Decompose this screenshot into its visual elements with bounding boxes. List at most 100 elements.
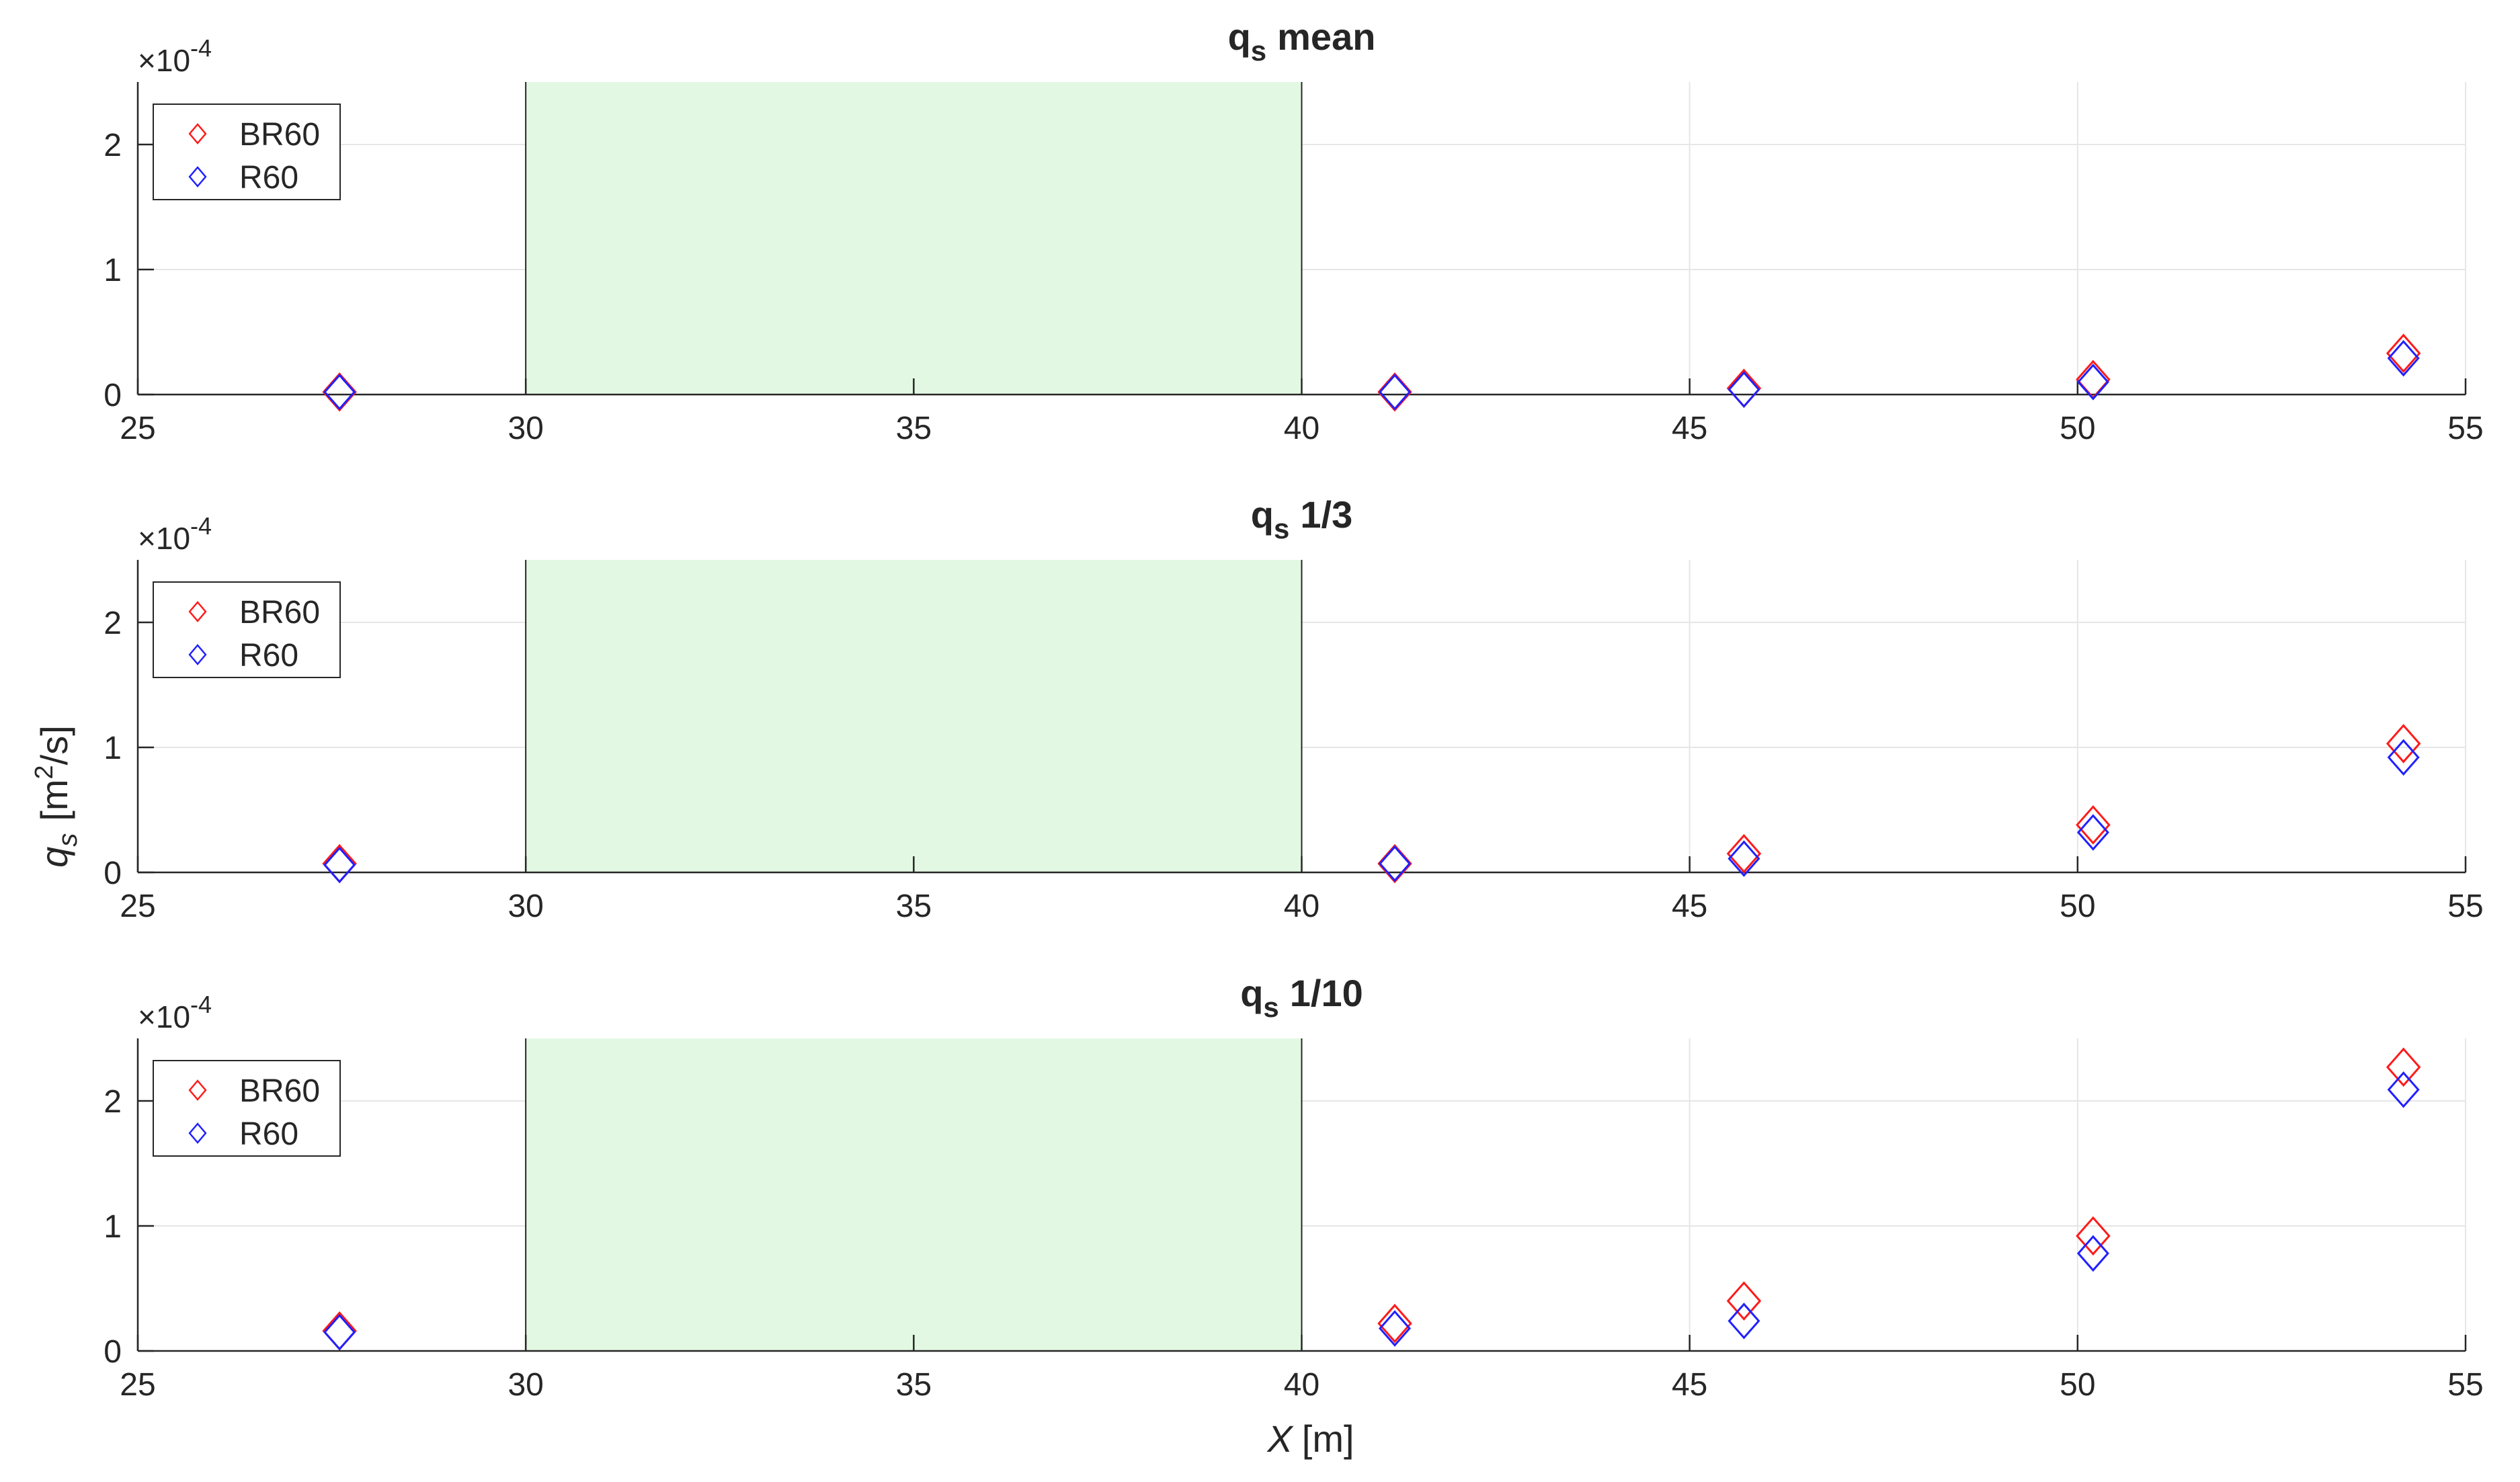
x-tick-label: 35	[896, 411, 932, 446]
x-tick-label: 35	[896, 889, 932, 924]
x-tick-label: 25	[120, 889, 155, 924]
panel-title-symbol: q	[1251, 493, 1274, 536]
data-point-R60	[323, 1313, 356, 1351]
data-point-R60	[1728, 1303, 1760, 1340]
x-axis-label-symbol: X	[1266, 1417, 1294, 1460]
x-tick-label: 45	[1672, 411, 1707, 446]
panel-title-symbol: q	[1228, 15, 1251, 58]
x-tick-label: 30	[507, 889, 543, 924]
data-point-R60	[323, 846, 356, 884]
y-axis-label-unit-open: [m	[33, 779, 75, 821]
plot-panel-1: 25 30 35 40 45 50 55 0 1 2 ×10-4 qs mean BR60 R60	[104, 15, 2483, 446]
x-tick-label: 30	[507, 411, 543, 446]
data-point-R60	[1728, 371, 1760, 408]
y-exponent-power: -4	[190, 991, 212, 1018]
data-point-BR60	[2386, 1047, 2421, 1087]
data-point-R60	[323, 374, 356, 411]
x-tick-label: 55	[2447, 889, 2483, 924]
legend-label-BR60: BR60	[239, 117, 320, 153]
y-axis-label-unit-close: /s]	[33, 725, 75, 765]
panel-title-subscript: s	[1274, 513, 1289, 544]
legend-marker-BR60	[188, 123, 207, 145]
plot-panel-3: 25 30 35 40 45 50 55 0 1 2 ×10-4 qs 1/10 BR60 R60	[104, 972, 2483, 1403]
y-tick-label: 1	[104, 731, 122, 766]
x-tick-label: 55	[2447, 1367, 2483, 1403]
y-axis-label-subscript: s	[53, 833, 83, 847]
data-point-R60	[2076, 814, 2109, 851]
legend-box	[153, 1060, 341, 1157]
legend-marker-R60	[188, 1122, 207, 1144]
y-tick-label: 0	[104, 378, 122, 413]
data-point-R60	[1379, 374, 1412, 411]
data-point-BR60	[1726, 1281, 1762, 1321]
x-tick-label: 30	[507, 1367, 543, 1403]
y-exponent-power: -4	[190, 512, 212, 540]
data-point-BR60	[1377, 1303, 1412, 1344]
data-point-BR60	[1377, 372, 1412, 412]
data-point-R60	[2076, 364, 2109, 401]
legend-label-BR60: BR60	[239, 595, 320, 630]
y-tick-label: 1	[104, 253, 122, 288]
y-tick-label: 2	[104, 606, 122, 641]
data-point-BR60	[322, 372, 357, 412]
data-point-BR60	[2386, 724, 2421, 764]
data-point-BR60	[1377, 843, 1412, 884]
data-point-R60	[1379, 845, 1412, 882]
y-tick-label: 1	[104, 1209, 122, 1245]
data-point-R60	[2076, 1235, 2109, 1272]
data-point-BR60	[322, 843, 357, 884]
data-point-BR60	[1726, 368, 1762, 408]
y-tick-label: 0	[104, 1334, 122, 1370]
x-tick-label: 45	[1672, 1367, 1707, 1403]
x-tick-label: 25	[120, 1367, 155, 1403]
data-point-R60	[2387, 339, 2420, 377]
y-axis-label-symbol: q	[33, 847, 75, 868]
legend-label-R60: R60	[239, 160, 298, 196]
x-tick-label: 55	[2447, 411, 2483, 446]
y-tick-label: 2	[104, 128, 122, 163]
panel-title: qs 1/10	[1240, 972, 1363, 1023]
panel-title: qs 1/3	[1251, 493, 1352, 544]
data-point-BR60	[2076, 805, 2111, 845]
y-tick-label: 0	[104, 856, 122, 891]
y-exponent-base: ×10	[138, 999, 190, 1034]
panel-title-suffix: 1/3	[1300, 493, 1352, 536]
x-tick-label: 35	[896, 1367, 932, 1403]
x-tick-label: 25	[120, 411, 155, 446]
data-point-BR60	[2076, 1216, 2111, 1256]
legend-marker-BR60	[188, 601, 207, 622]
x-tick-label: 50	[2060, 411, 2095, 446]
legend-marker-R60	[188, 166, 207, 188]
highlight-region	[526, 82, 1302, 395]
plot-panel-2: 25 30 35 40 45 50 55 0 1 2 ×10-4 qs 1/3 BR60 R60	[104, 493, 2483, 924]
data-point-BR60	[322, 1311, 357, 1351]
y-exponent-label: ×10-4	[138, 34, 212, 78]
data-point-R60	[2387, 1071, 2420, 1108]
x-tick-label: 45	[1672, 889, 1707, 924]
legend-label-BR60: BR60	[239, 1073, 320, 1109]
data-point-BR60	[1726, 833, 1762, 874]
y-axis-label: qs [m2/s]	[30, 725, 83, 868]
data-point-BR60	[2076, 360, 2111, 399]
x-axis-label: X [m]	[1266, 1417, 1354, 1460]
x-tick-label: 40	[1284, 889, 1319, 924]
data-point-R60	[1728, 840, 1760, 877]
x-tick-label: 50	[2060, 889, 2095, 924]
highlight-region	[526, 1038, 1302, 1351]
panel-title-subscript: s	[1251, 35, 1266, 67]
legend-label-R60: R60	[239, 1116, 298, 1152]
y-exponent-power: -4	[190, 34, 212, 62]
y-tick-label: 2	[104, 1084, 122, 1120]
panel-title-suffix: 1/10	[1290, 972, 1363, 1014]
legend-box	[153, 104, 341, 200]
x-tick-label: 40	[1284, 1367, 1319, 1403]
panel-title: qs mean	[1228, 15, 1376, 67]
legend-box	[153, 581, 341, 678]
y-exponent-base: ×10	[138, 521, 190, 556]
y-axis-label-unit-superscript: 2	[30, 765, 58, 779]
legend-marker-BR60	[188, 1079, 207, 1101]
x-tick-label: 40	[1284, 411, 1319, 446]
legend-label-R60: R60	[239, 638, 298, 673]
